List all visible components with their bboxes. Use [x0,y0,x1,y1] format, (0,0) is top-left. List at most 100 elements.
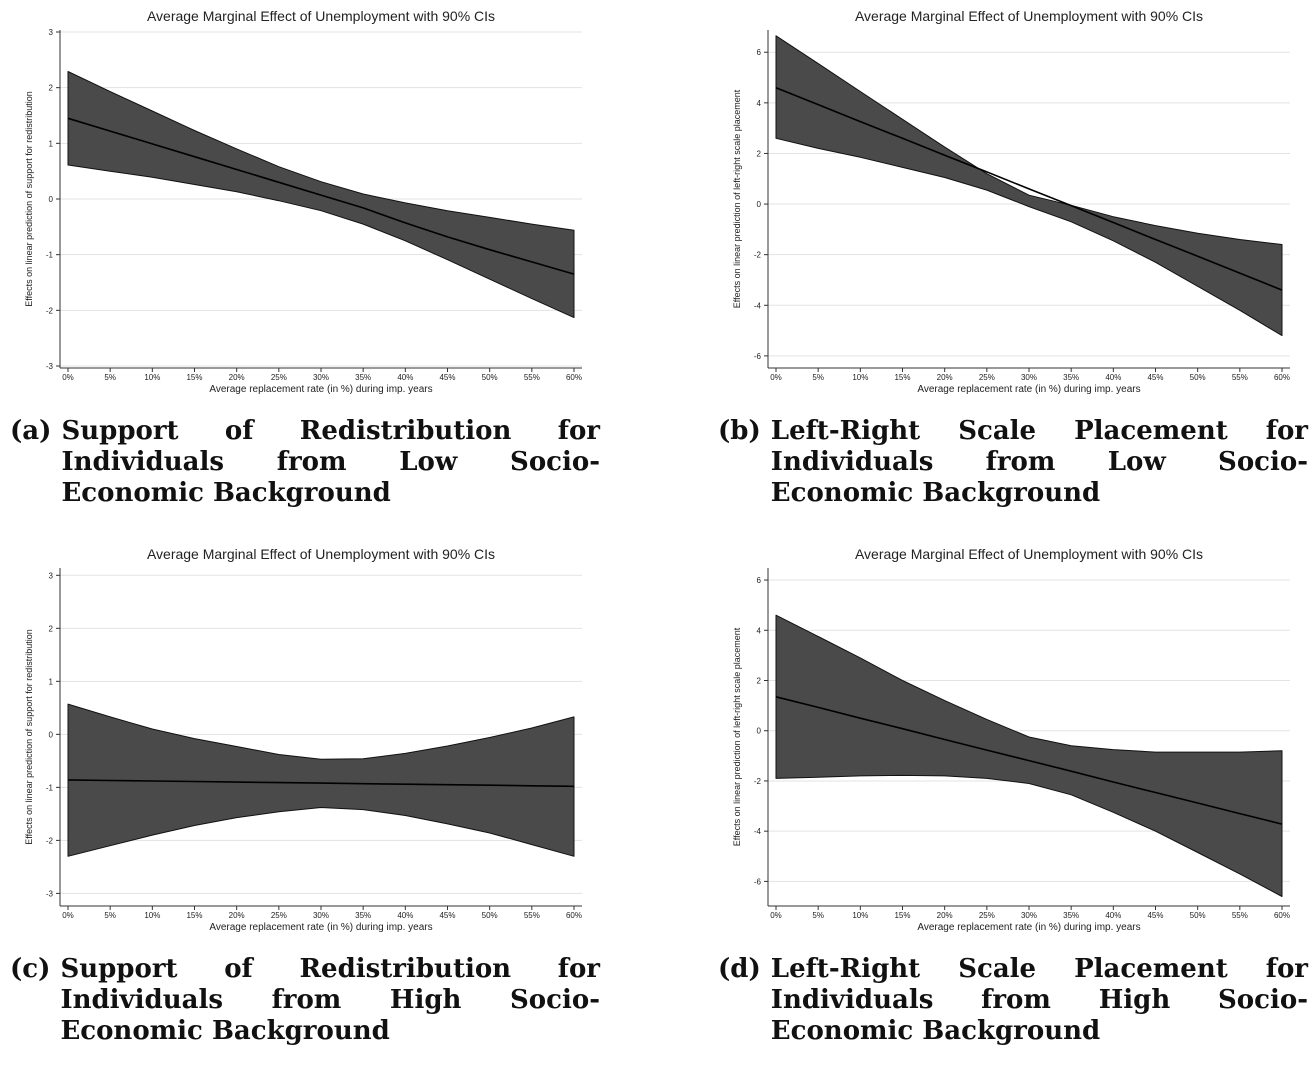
y-tick-label: -1 [46,783,54,792]
x-tick-label: 50% [482,911,498,920]
y-tick-label: 4 [757,626,762,635]
x-tick-label: 5% [812,911,824,920]
x-tick-label: 30% [313,373,329,382]
x-tick-label: 50% [482,373,498,382]
x-tick-label: 25% [271,911,287,920]
x-tick-label: 25% [979,373,995,382]
x-tick-label: 30% [1021,911,1037,920]
panel-b: Average Marginal Effect of Unemployment … [718,0,1316,530]
y-tick-label: 4 [757,99,762,108]
y-tick-label: 6 [757,576,762,585]
x-tick-label: 55% [1232,911,1248,920]
x-axis-label: Average replacement rate (in %) during i… [917,922,1140,933]
caption-a: (a) Support of Redistribution for Indivi… [10,416,600,509]
y-tick-label: -6 [754,877,762,886]
y-tick-label: -3 [46,889,54,898]
chart-title: Average Marginal Effect of Unemployment … [147,8,495,24]
x-tick-label: 5% [812,373,824,382]
panel-c: Average Marginal Effect of Unemployment … [10,538,610,1068]
x-tick-label: 30% [1021,373,1037,382]
x-tick-label: 35% [1063,911,1079,920]
x-tick-label: 30% [313,911,329,920]
x-axis-label: Average replacement rate (in %) during i… [917,384,1140,395]
x-tick-label: 0% [62,911,74,920]
x-tick-label: 35% [1063,373,1079,382]
caption-label: (d) [718,954,761,984]
y-tick-label: -2 [754,251,762,260]
x-tick-label: 10% [144,373,160,382]
confidence-band [775,35,1283,337]
y-tick-label: 0 [757,200,762,209]
estimate-line [775,86,1283,291]
estimate-line [775,696,1283,825]
y-tick-label: 2 [49,84,54,93]
x-tick-label: 45% [1147,911,1163,920]
x-tick-label: 5% [104,911,116,920]
caption-c: (c) Support of Redistribution for Indivi… [10,954,600,1047]
x-tick-label: 40% [397,373,413,382]
y-tick-label: -3 [46,362,54,371]
y-tick-label: 0 [757,727,762,736]
x-tick-label: 45% [439,373,455,382]
y-tick-label: 2 [49,624,54,633]
x-tick-label: 40% [1105,911,1121,920]
chart-d: Average Marginal Effect of Unemployment … [732,546,1290,933]
y-axis-label: Effects on linear prediction of left-rig… [732,89,742,308]
y-tick-label: -6 [754,352,762,361]
x-tick-label: 50% [1190,911,1206,920]
x-tick-label: 35% [355,911,371,920]
x-tick-label: 0% [770,911,782,920]
x-tick-label: 20% [937,373,953,382]
x-axis-label: Average replacement rate (in %) during i… [209,922,432,933]
y-tick-label: 1 [49,139,54,148]
y-axis-label: Effects on linear prediction of left-rig… [732,627,742,846]
y-tick-label: -2 [46,306,54,315]
caption-text: Support of Redistribution for Individual… [61,416,600,508]
x-tick-label: 25% [271,373,287,382]
caption-text: Left-Right Scale Placement for Individua… [770,954,1308,1046]
caption-text: Left-Right Scale Placement for Individua… [770,416,1308,508]
x-tick-label: 20% [937,911,953,920]
y-tick-label: -4 [754,827,762,836]
caption-b: (b) Left-Right Scale Placement for Indiv… [718,416,1308,509]
x-tick-label: 55% [524,373,540,382]
x-tick-label: 45% [439,911,455,920]
x-tick-label: 50% [1190,373,1206,382]
y-tick-label: 3 [49,571,54,580]
y-axis-label: Effects on linear prediction of support … [24,629,34,844]
x-tick-label: 5% [104,373,116,382]
y-tick-label: 3 [49,28,54,37]
x-tick-label: 25% [979,911,995,920]
x-tick-label: 15% [186,911,202,920]
x-tick-label: 15% [894,373,910,382]
panel-d: Average Marginal Effect of Unemployment … [718,538,1316,1068]
estimate-line [67,117,575,275]
caption-text: Support of Redistribution for Individual… [60,954,600,1046]
x-tick-label: 60% [566,911,582,920]
x-tick-label: 60% [1274,911,1290,920]
y-tick-label: -2 [754,777,762,786]
x-tick-label: 60% [1274,373,1290,382]
chart-a: Average Marginal Effect of Unemployment … [24,8,582,395]
x-tick-label: 0% [62,373,74,382]
confidence-band [775,614,1283,897]
x-tick-label: 40% [1105,373,1121,382]
x-tick-label: 10% [144,911,160,920]
x-tick-label: 45% [1147,373,1163,382]
y-tick-label: -4 [754,301,762,310]
x-tick-label: 40% [397,911,413,920]
caption-label: (c) [10,954,51,984]
panel-a: Average Marginal Effect of Unemployment … [10,0,610,530]
x-axis-label: Average replacement rate (in %) during i… [209,384,432,395]
chart-title: Average Marginal Effect of Unemployment … [147,546,495,562]
caption-d: (d) Left-Right Scale Placement for Indiv… [718,954,1308,1047]
estimate-line [67,779,575,788]
x-tick-label: 55% [524,911,540,920]
y-axis-label: Effects on linear prediction of support … [24,91,34,306]
x-tick-label: 0% [770,373,782,382]
chart-b: Average Marginal Effect of Unemployment … [732,8,1290,395]
y-tick-label: 6 [757,48,762,57]
chart-title: Average Marginal Effect of Unemployment … [855,546,1203,562]
x-tick-label: 20% [229,911,245,920]
x-tick-label: 10% [852,911,868,920]
